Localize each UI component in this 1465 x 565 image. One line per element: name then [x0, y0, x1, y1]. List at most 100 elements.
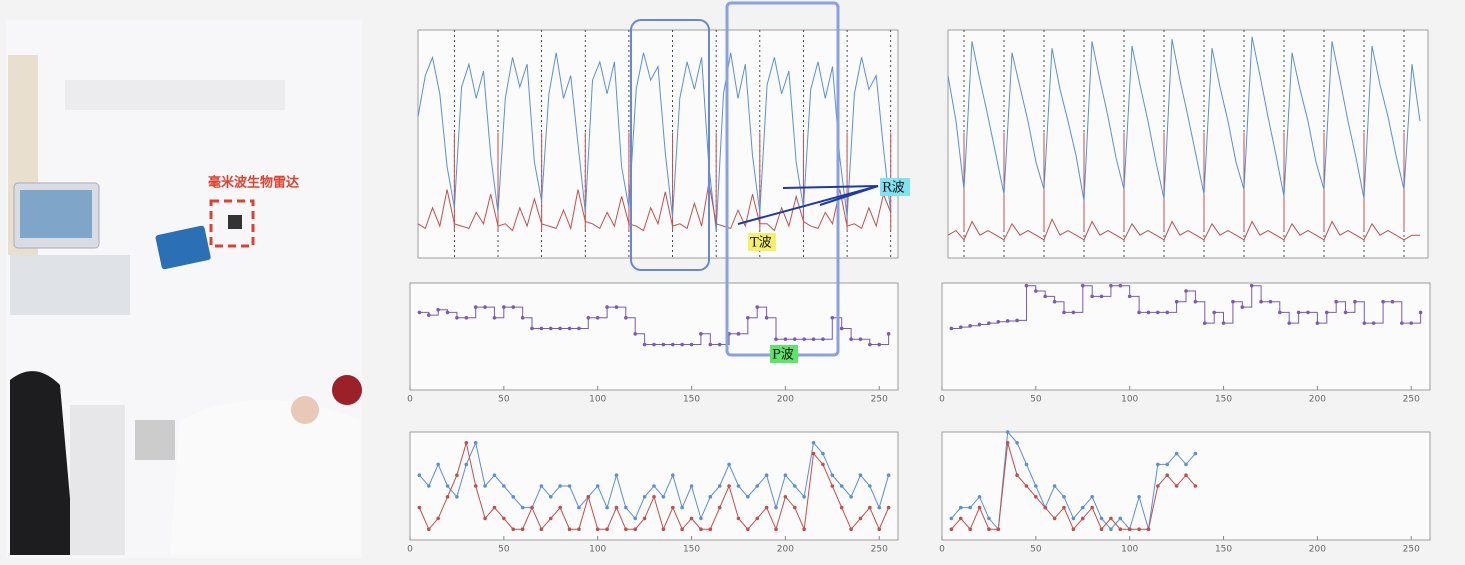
x-tick-label: 100: [589, 395, 606, 405]
point: [502, 516, 506, 521]
point: [708, 342, 713, 347]
point: [774, 505, 778, 510]
point: [483, 305, 487, 309]
point: [605, 305, 609, 309]
x-tick-label: 50: [498, 395, 510, 405]
point: [1099, 516, 1104, 521]
point: [1324, 310, 1329, 315]
point: [1137, 527, 1141, 531]
point: [1062, 505, 1066, 510]
point: [755, 516, 760, 521]
point: [1381, 299, 1385, 304]
coat: [10, 371, 75, 555]
point: [455, 315, 459, 320]
point: [595, 315, 600, 320]
point: [821, 337, 825, 341]
label-bg: [770, 345, 798, 363]
point: [1118, 283, 1123, 288]
point: [624, 315, 628, 320]
x-tick-label: 200: [1309, 395, 1326, 405]
point: [417, 473, 422, 478]
point: [1090, 495, 1094, 499]
point: [511, 305, 516, 309]
point: [1268, 299, 1273, 304]
point: [1278, 310, 1282, 315]
point: [1212, 310, 1216, 315]
point: [624, 505, 628, 510]
point: [436, 307, 440, 312]
x-tick-label: 0: [407, 545, 413, 555]
point: [849, 337, 853, 341]
point: [464, 315, 469, 320]
point: [830, 473, 835, 478]
point: [689, 342, 694, 347]
point: [802, 527, 806, 531]
point: [539, 484, 544, 488]
point: [1371, 321, 1376, 325]
bed: [170, 400, 360, 555]
point: [520, 527, 525, 531]
point: [886, 332, 891, 336]
point: [949, 527, 954, 531]
point: [661, 495, 666, 499]
point: [483, 516, 487, 521]
point: [633, 527, 638, 531]
point: [492, 505, 497, 510]
point: [1240, 305, 1245, 309]
point: [727, 484, 731, 488]
point: [1165, 310, 1170, 315]
callout-line: [782, 185, 879, 189]
point: [605, 527, 609, 531]
point: [652, 495, 656, 499]
point: [1005, 319, 1010, 323]
point: [977, 322, 982, 327]
point: [633, 516, 638, 521]
point: [1080, 283, 1085, 288]
point: [567, 527, 572, 531]
callout-line: [819, 185, 879, 206]
point: [1418, 310, 1423, 315]
point: [1099, 294, 1104, 299]
point: [492, 315, 497, 320]
series-line: [947, 36, 1421, 202]
point: [624, 527, 628, 531]
point: [727, 462, 731, 467]
point: [426, 484, 431, 488]
radar-box: [209, 199, 255, 248]
point: [642, 342, 647, 347]
x-tick-label: 50: [498, 545, 510, 555]
point: [1024, 462, 1029, 467]
series-line: [947, 217, 1420, 241]
point: [699, 527, 703, 531]
point: [1109, 283, 1113, 288]
point: [977, 505, 982, 510]
x-tick-label: 200: [1309, 545, 1326, 555]
point: [1334, 299, 1338, 304]
point: [1249, 283, 1254, 288]
point: [586, 315, 591, 320]
point: [530, 505, 534, 510]
point: [417, 505, 422, 510]
point: [1127, 527, 1132, 531]
point: [1343, 310, 1348, 315]
point: [1221, 321, 1226, 325]
point: [445, 484, 450, 488]
point: [755, 484, 760, 488]
point: [783, 473, 788, 478]
callout-line: [737, 185, 879, 225]
point: [642, 516, 647, 521]
point: [1062, 495, 1066, 499]
point: [783, 495, 788, 499]
point: [802, 495, 806, 499]
point: [1005, 430, 1010, 434]
point: [1296, 310, 1301, 315]
point: [1052, 516, 1057, 521]
point: [473, 441, 478, 445]
point: [1118, 527, 1123, 531]
point: [1071, 527, 1076, 531]
point: [1015, 441, 1019, 445]
point: [811, 337, 816, 341]
point: [614, 305, 619, 309]
point: [1024, 283, 1029, 288]
point: [1052, 299, 1057, 304]
